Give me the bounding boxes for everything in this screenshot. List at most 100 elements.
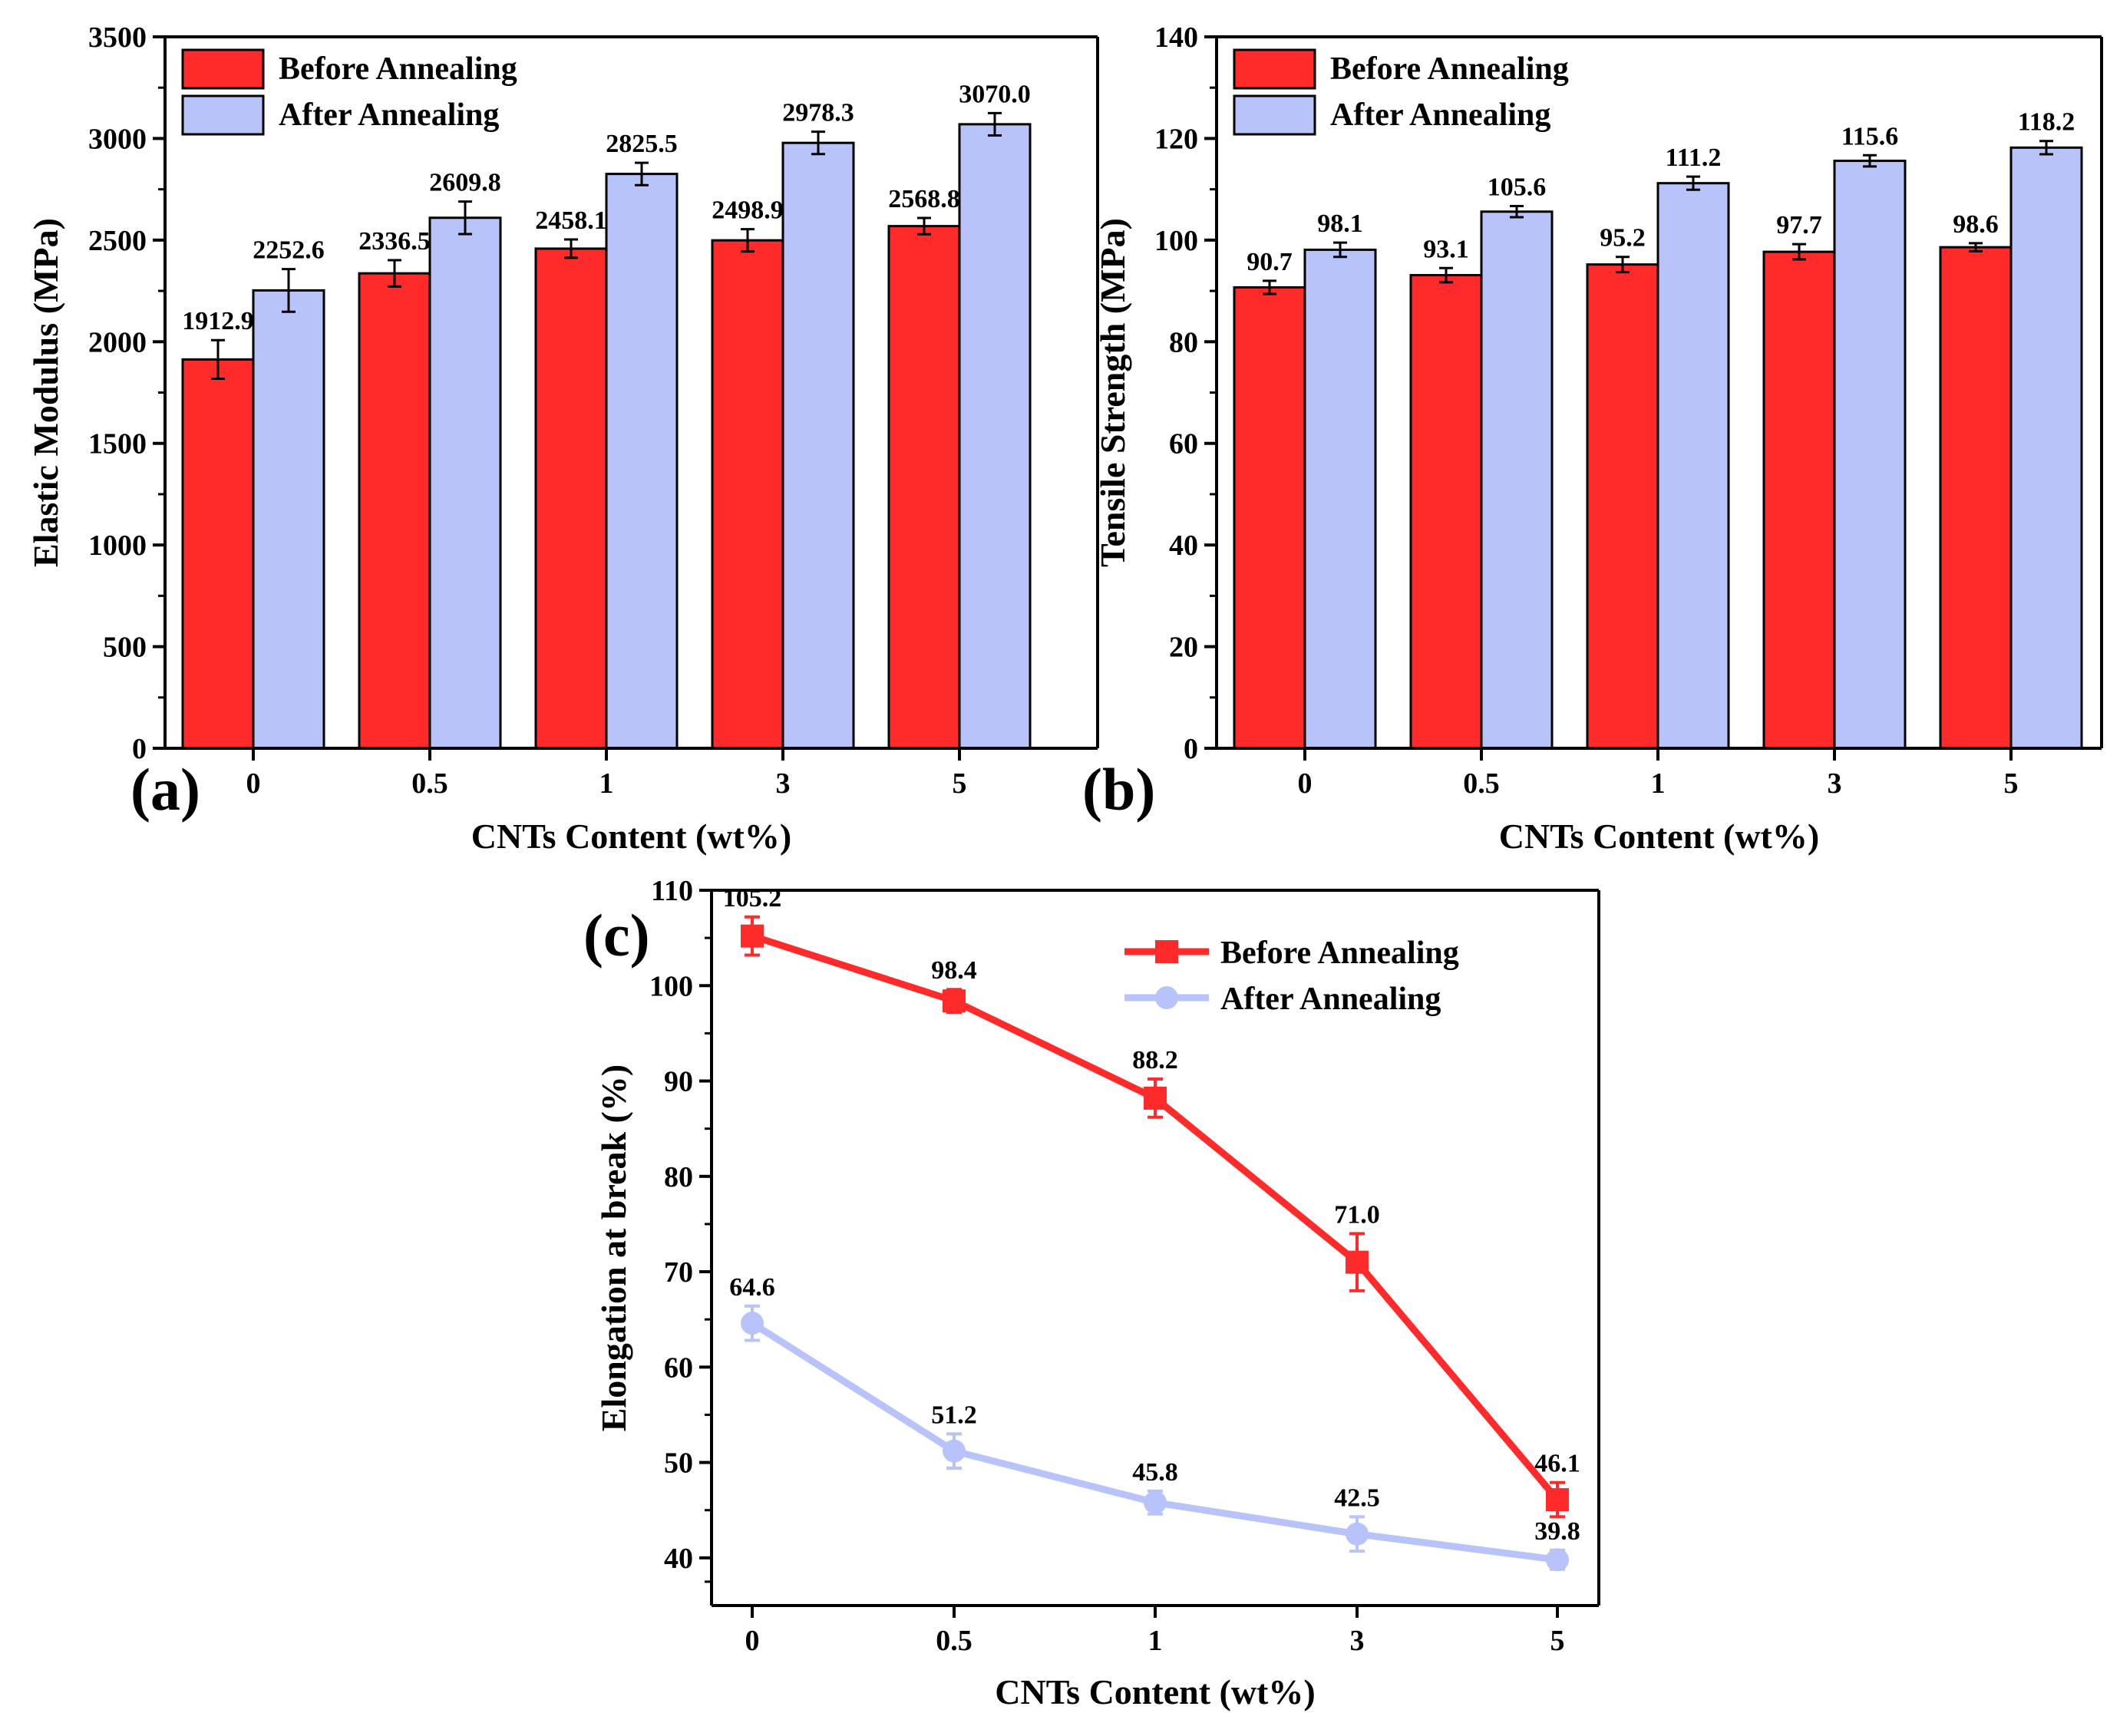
y-tick-label: 40 [1169,530,1198,562]
data-label: 2336.5 [358,227,431,256]
x-tick-label: 0 [246,767,261,800]
x-tick-label: 5 [953,767,967,800]
data-label: 1912.9 [182,307,254,335]
data-label: 2458.1 [535,206,607,235]
y-axis-title: Elastic Modulus (MPa) [26,218,65,567]
chart-panel-c: (c) 105.2 98.4 88.2 71.0 46.1 64.6 51.2 45.8 42.5… [583,875,1600,1711]
data-label: 97.7 [1776,211,1822,239]
panel-label: (b) [1082,756,1155,823]
chart-panel-a: (a) 1912.9 2336.5 2458.1 2498.9 2568.8 2252.6 2… [26,21,1099,856]
chart-panel-b: (b) 90.7 93.1 95.2 97.7 98.6 98.1 105.6 111.2 115… [1082,21,2103,856]
y-tick-label: 3500 [88,21,147,54]
data-label: 45.8 [1132,1458,1178,1487]
data-label: 2252.6 [253,236,325,265]
x-tick-label: 0 [745,1625,760,1657]
x-tick-label: 3 [1350,1625,1365,1657]
y-tick-label: 80 [1169,326,1198,358]
data-label: 111.2 [1666,144,1722,172]
data-label: 42.5 [1334,1484,1380,1512]
data-point [1546,1488,1569,1512]
data-label: 105.6 [1488,173,1547,201]
bar [1656,182,1730,750]
legend: Before Annealing After Annealing [1233,48,1569,136]
y-tick-label: 20 [1169,632,1198,664]
bar [252,289,325,750]
x-axis-title: CNTs Content (wt%) [995,1672,1315,1711]
bar [1833,160,1907,750]
data-label: 39.8 [1534,1517,1580,1546]
legend: Before Annealing After Annealing [181,48,517,136]
data-label: 2978.3 [782,99,854,127]
y-tick-label: 2500 [88,225,147,257]
bar [1762,250,1836,750]
x-tick-label: 0.5 [411,767,448,800]
x-tick-label: 1 [1148,1625,1163,1657]
data-point [1144,1490,1167,1514]
x-axis-title: CNTs Content (wt%) [1499,817,1819,856]
series-line [751,932,1560,1502]
y-tick-label: 120 [1154,123,1198,155]
legend: Before Annealing After Annealing [1124,936,1459,1017]
bar [958,123,1032,750]
data-label: 46.1 [1534,1450,1580,1478]
y-axis-title: Elongation at break (%) [594,1064,633,1431]
x-axis-title: CNTs Content (wt%) [471,817,791,856]
legend-label: Before Annealing [279,51,517,87]
x-tick-label: 0 [1298,767,1313,800]
data-label: 90.7 [1247,248,1293,276]
data-label: 2825.5 [606,130,678,158]
y-tick-label: 140 [1154,21,1198,54]
y-tick-label: 80 [664,1161,693,1193]
data-point [1346,1522,1369,1546]
bar [181,358,255,750]
bar [358,272,431,750]
legend-swatch [1233,48,1316,90]
legend-swatch [181,48,265,90]
data-label: 115.6 [1841,122,1899,150]
y-tick-label: 1000 [88,530,147,562]
y-tick-label: 50 [664,1447,693,1480]
bar [887,225,961,750]
data-point [943,989,966,1013]
data-label: 98.1 [1317,210,1363,238]
x-tick-label: 5 [1550,1625,1565,1657]
x-tick-label: 0.5 [1463,767,1500,800]
data-label: 64.6 [729,1273,775,1302]
data-label: 105.2 [723,884,782,913]
y-tick-label: 0 [132,733,147,765]
bar [1586,263,1659,750]
y-tick-label: 500 [103,632,147,664]
data-point [1144,1086,1167,1110]
x-tick-label: 3 [1828,767,1842,800]
y-tick-label: 110 [651,875,693,907]
data-point [1346,1250,1369,1274]
bar [2009,146,2083,750]
bar [428,216,502,750]
bar [781,141,855,750]
bar [605,173,679,750]
legend-label: After Annealing [1220,982,1441,1017]
legend-marker [1155,986,1178,1009]
data-label: 51.2 [931,1401,977,1429]
bar [1233,285,1306,750]
y-tick-label: 0 [1184,733,1198,765]
y-tick-label: 2000 [88,326,147,358]
y-tick-label: 60 [664,1352,693,1384]
data-point [943,1439,966,1463]
data-label: 98.4 [931,956,977,985]
legend-label: Before Annealing [1330,51,1569,87]
data-label: 2609.8 [429,169,501,197]
legend-swatch [1233,94,1316,136]
bar [1939,246,2013,750]
data-point [1546,1548,1569,1572]
data-label: 2498.9 [712,196,784,225]
legend-label: After Annealing [279,97,499,133]
legend-swatch [181,94,265,136]
data-point [741,1312,764,1335]
bar [1409,274,1483,750]
legend-label: After Annealing [1330,97,1550,133]
legend-marker [1155,940,1178,963]
data-point [741,924,764,948]
y-tick-label: 3000 [88,123,147,155]
